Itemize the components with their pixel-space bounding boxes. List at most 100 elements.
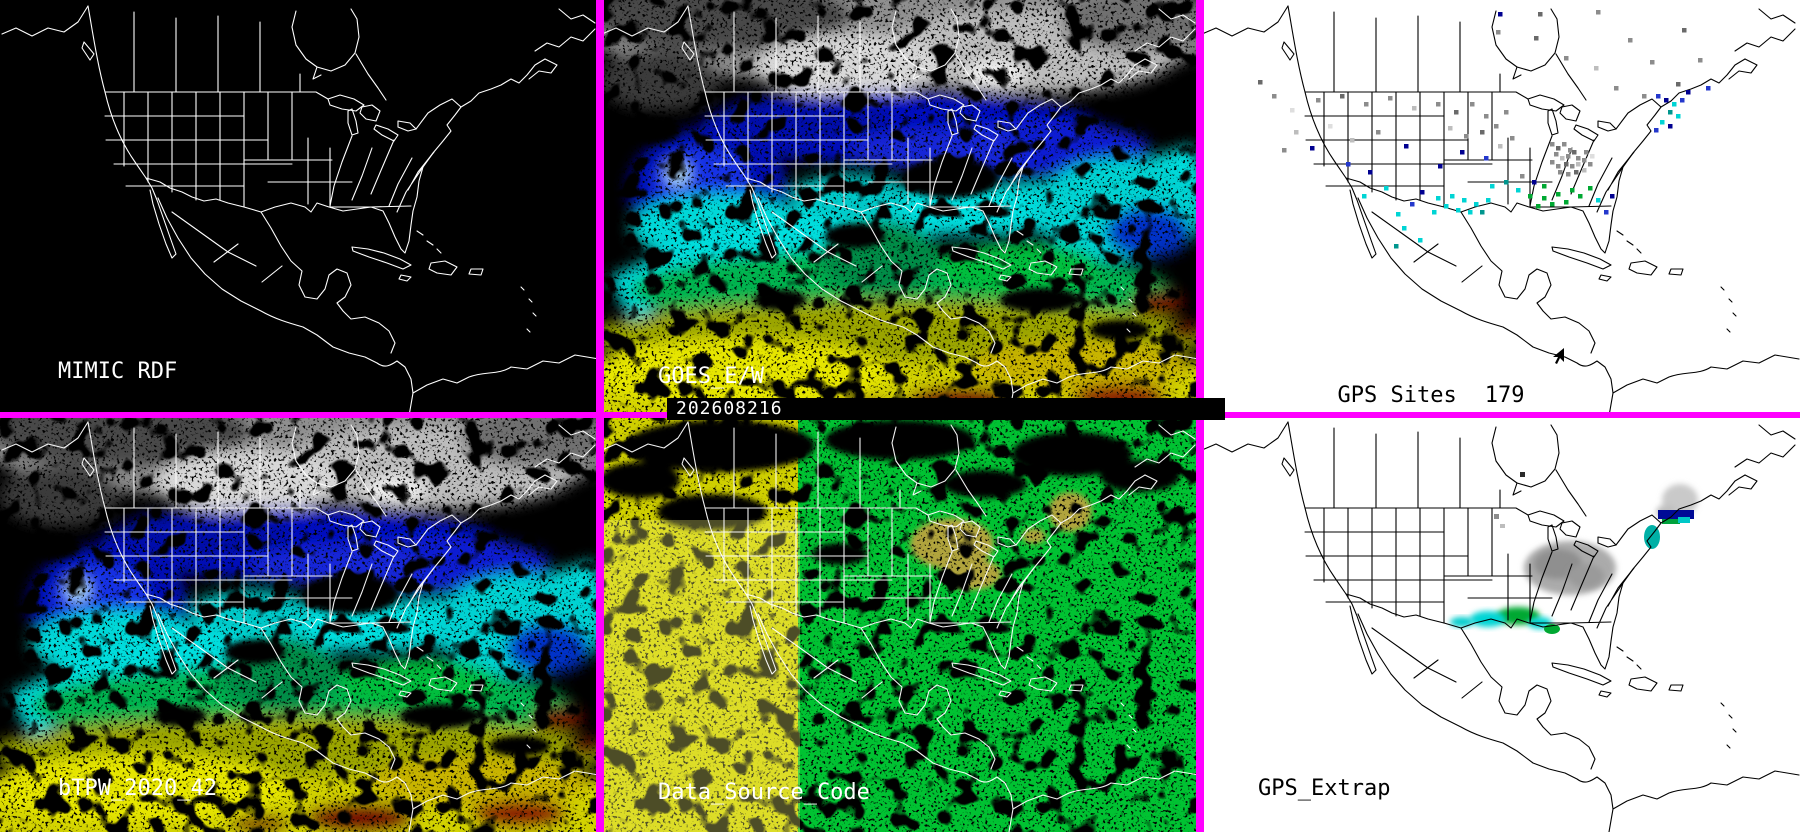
gps-site-dot <box>1574 170 1579 175</box>
goes-tpw-image <box>600 0 1200 416</box>
gps-site-dot <box>1516 188 1521 193</box>
gps-site-dot <box>1584 150 1589 155</box>
gps-site-dot <box>1504 180 1509 185</box>
panel-goes-ew[interactable]: GOES_E/W <box>600 0 1200 416</box>
gps-site-dot <box>1340 94 1345 99</box>
gps-site-dot <box>1564 200 1569 205</box>
gps-extrap-patch <box>1494 514 1499 519</box>
gps-site-dot <box>1656 94 1661 99</box>
gps-site-dot <box>1494 124 1499 129</box>
gps-site-dot <box>1486 198 1491 203</box>
gps-site-dot <box>1568 148 1573 153</box>
gps-site-dot <box>1282 148 1287 153</box>
gps-site-dot <box>1376 130 1381 135</box>
gps-site-dot <box>1668 124 1673 129</box>
gps-site-dot <box>1564 56 1569 61</box>
mimic-map-image <box>0 0 600 416</box>
gps-site-dot <box>1470 102 1475 107</box>
gps-site-dot <box>1582 168 1587 173</box>
gps-site-dot <box>1660 120 1665 125</box>
gps-site-dot <box>1454 110 1459 115</box>
gps-sites-title: GPS Sites <box>1337 383 1457 408</box>
panel-label-goes: GOES_E/W <box>658 364 764 389</box>
gps-site-dot <box>1504 110 1509 115</box>
gps-site-dot <box>1654 128 1659 133</box>
gps-extrap-map <box>1200 416 1800 832</box>
gps-site-dot <box>1432 210 1437 215</box>
gps-site-dot <box>1350 138 1355 143</box>
panel-data-source-code[interactable]: Data_Source_Code <box>600 416 1200 832</box>
gps-extrap-patch <box>1450 617 1474 627</box>
gps-site-dot <box>1384 186 1389 191</box>
gps-site-dot <box>1418 238 1423 243</box>
data-source-code-image <box>600 416 1200 832</box>
gps-extrap-patch <box>1496 607 1540 625</box>
gps-site-dot <box>1436 102 1441 107</box>
gps-site-dot <box>1412 106 1417 111</box>
gps-extrap-patch <box>1658 510 1694 519</box>
gps-site-dot <box>1550 142 1555 147</box>
gps-site-dot <box>1404 144 1409 149</box>
gps-site-dot <box>1588 162 1593 167</box>
gps-sites-count: 179 <box>1484 383 1525 408</box>
gps-site-dot <box>1396 212 1401 217</box>
gps-site-dot <box>1498 12 1503 17</box>
gps-site-dot <box>1550 160 1555 165</box>
gps-site-dot <box>1420 190 1425 195</box>
gps-site-dot <box>1480 210 1485 215</box>
gps-site-dot <box>1496 30 1501 35</box>
gps-site-dot <box>1438 164 1443 169</box>
gps-site-dot <box>1604 210 1609 215</box>
panel-mimic-rdf[interactable]: MIMIC RDF <box>0 0 600 416</box>
gps-site-dot <box>1680 98 1685 103</box>
panel-label-gps-sites: GPS Sites 179 <box>1258 358 1524 416</box>
gps-site-dot <box>1498 144 1503 149</box>
gps-site-dot <box>1450 194 1455 199</box>
gps-site-dot <box>1564 162 1569 167</box>
gps-site-dot <box>1686 90 1691 95</box>
gps-site-dots <box>1258 10 1711 249</box>
gps-site-dot <box>1394 244 1399 249</box>
gps-site-dot <box>1590 154 1595 159</box>
panel-gps-extrap[interactable]: GPS_Extrap <box>1200 416 1800 832</box>
gps-site-dot <box>1328 124 1333 129</box>
gps-site-dot <box>1480 130 1485 135</box>
gps-site-dot <box>1610 194 1615 199</box>
gps-site-dot <box>1474 202 1479 207</box>
gps-site-dot <box>1588 186 1593 191</box>
gps-site-dot <box>1676 82 1681 87</box>
gps-site-dot <box>1468 210 1473 215</box>
gps-site-dot <box>1364 102 1369 107</box>
mouse-cursor-icon <box>1553 348 1564 364</box>
gps-site-dot <box>1490 184 1495 189</box>
gps-site-dot <box>1310 146 1315 151</box>
gps-site-dot <box>1642 94 1647 99</box>
gps-extrap-patch <box>1470 611 1506 627</box>
gps-site-dot <box>1570 188 1575 193</box>
gps-site-dot <box>1556 164 1561 169</box>
gps-site-dot <box>1578 194 1583 199</box>
gps-site-dot <box>1576 156 1581 161</box>
gps-site-dot <box>1448 126 1453 131</box>
gps-site-dot <box>1542 184 1547 189</box>
gps-extrap-patch <box>1520 472 1525 477</box>
gps-site-dot <box>1596 198 1601 203</box>
gps-site-dot <box>1436 196 1441 201</box>
panel-gps-sites[interactable]: GPS Sites 179 <box>1200 0 1800 416</box>
gps-extrap-patch <box>1662 519 1680 524</box>
gps-site-dot <box>1682 28 1687 33</box>
gps-site-dot <box>1668 110 1673 115</box>
tpw-color-field <box>0 416 600 832</box>
panel-btpw[interactable]: bTPW_2020_42 <box>0 416 600 832</box>
gps-site-dot <box>1558 170 1563 175</box>
gps-site-dot <box>1294 130 1299 135</box>
timestamp-text: 202608216 <box>676 398 783 419</box>
gps-site-dot <box>1258 80 1263 85</box>
gps-site-dot <box>1388 96 1393 101</box>
gps-site-dot <box>1484 114 1489 119</box>
gps-site-dot <box>1706 86 1711 91</box>
gps-site-dot <box>1570 164 1575 169</box>
gps-site-dot <box>1462 198 1467 203</box>
gps-site-dot <box>1534 36 1539 41</box>
gps-site-dot <box>1566 172 1571 177</box>
